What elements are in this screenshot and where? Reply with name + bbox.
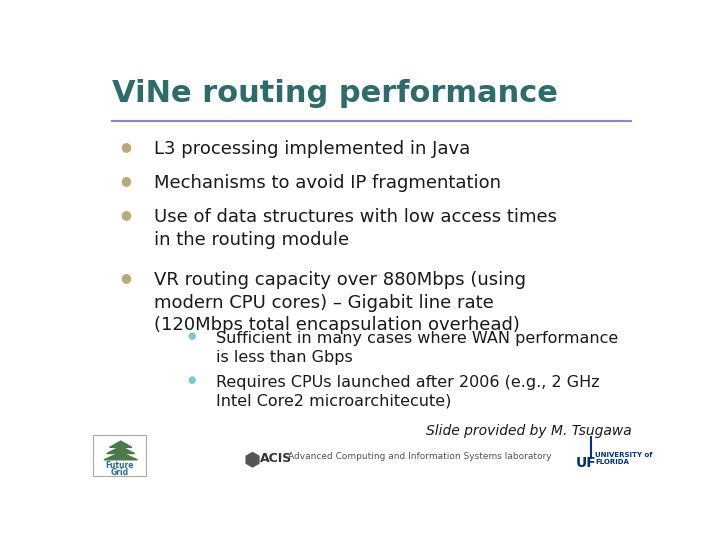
Text: ●: ● bbox=[121, 174, 132, 187]
Text: UNIVERSITY of
FLORIDA: UNIVERSITY of FLORIDA bbox=[595, 453, 652, 465]
Text: ViNe routing performance: ViNe routing performance bbox=[112, 79, 558, 109]
Text: Advanced Computing and Information Systems laboratory: Advanced Computing and Information Syste… bbox=[288, 453, 552, 461]
Text: ●: ● bbox=[121, 208, 132, 221]
Text: Slide provided by M. Tsugawa: Slide provided by M. Tsugawa bbox=[426, 424, 631, 438]
Text: Use of data structures with low access times
in the routing module: Use of data structures with low access t… bbox=[154, 208, 557, 249]
Text: VR routing capacity over 880Mbps (using
modern CPU cores) – Gigabit line rate
(1: VR routing capacity over 880Mbps (using … bbox=[154, 271, 526, 334]
Text: L3 processing implemented in Java: L3 processing implemented in Java bbox=[154, 140, 470, 158]
Text: Sufficient in many cases where WAN performance
is less than Gbps: Sufficient in many cases where WAN perfo… bbox=[215, 331, 618, 364]
Text: Grid: Grid bbox=[110, 468, 129, 477]
Text: UF: UF bbox=[575, 456, 596, 470]
FancyBboxPatch shape bbox=[93, 435, 145, 476]
Text: Mechanisms to avoid IP fragmentation: Mechanisms to avoid IP fragmentation bbox=[154, 174, 501, 192]
Polygon shape bbox=[107, 447, 135, 454]
Text: ●: ● bbox=[121, 271, 132, 284]
Text: Future: Future bbox=[105, 461, 134, 470]
Text: ●: ● bbox=[188, 375, 196, 384]
Text: ⬢: ⬢ bbox=[243, 451, 261, 470]
Polygon shape bbox=[109, 441, 132, 447]
Text: ●: ● bbox=[121, 140, 132, 153]
Text: Requires CPUs launched after 2006 (e.g., 2 GHz
Intel Core2 microarchitecute): Requires CPUs launched after 2006 (e.g.,… bbox=[215, 375, 599, 408]
Text: ●: ● bbox=[188, 331, 196, 341]
Polygon shape bbox=[104, 453, 138, 460]
Text: ACIS: ACIS bbox=[260, 453, 292, 465]
